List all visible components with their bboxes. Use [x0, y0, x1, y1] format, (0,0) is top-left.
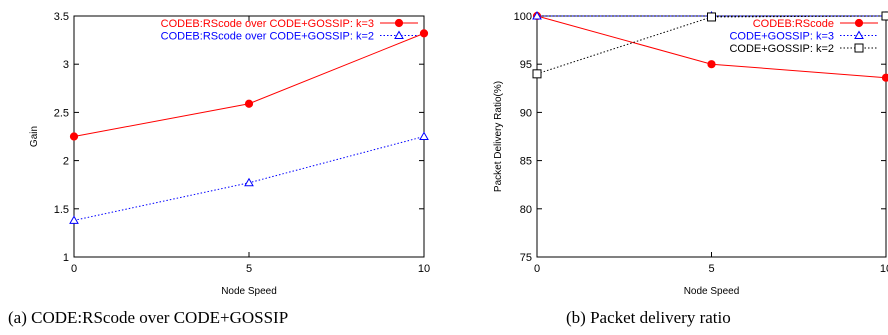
x-axis-label: Node Speed — [221, 286, 277, 297]
legend-label: CODEB:RScode over CODE+GOSSIP: k=3 — [161, 18, 374, 30]
y-tick-label: 85 — [520, 156, 532, 168]
y-tick-label: 1 — [63, 252, 69, 264]
chart-b: 75 80 85 90 95 100 0 5 10 Node Speed Packet Delive… — [493, 10, 888, 297]
legend-marker — [854, 18, 864, 28]
y-tick-label: 2 — [63, 156, 69, 168]
y-axis-label: Packet Delivery Ratio(%) — [493, 81, 504, 192]
legend-marker — [394, 18, 404, 28]
x-tick-label: 0 — [71, 263, 77, 275]
x-tick-label: 5 — [246, 263, 252, 275]
x-tick-label: 0 — [534, 263, 540, 275]
legend-marker — [854, 43, 864, 53]
y-tick-label: 80 — [520, 204, 532, 216]
legend-label: CODE+GOSSIP: k=3 — [729, 31, 834, 43]
data-point — [532, 69, 542, 79]
data-point — [532, 10, 542, 20]
data-point — [419, 131, 429, 140]
y-tick-label: 3 — [63, 59, 69, 71]
legend-label: CODEB:RScode — [753, 18, 834, 30]
legend-marker — [854, 30, 864, 39]
data-point — [244, 99, 254, 108]
caption-b: (b) Packet delivery ratio — [566, 308, 731, 327]
y-tick-label: 75 — [520, 252, 532, 264]
y-axis-label: Gain — [29, 126, 40, 147]
x-tick-label: 10 — [418, 263, 430, 275]
y-tick-label: 2.5 — [54, 107, 69, 119]
y-tick-label: 95 — [520, 59, 532, 71]
x-tick-label: 10 — [880, 263, 888, 275]
y-tick-label: 3.5 — [54, 11, 69, 23]
chart-a: 1 1.5 2 2.5 3 3.5 0 5 10 Node Speed Gain CODEB:RSco… — [29, 11, 430, 297]
legend-label: CODE+GOSSIP: k=2 — [729, 43, 834, 55]
data-point — [881, 73, 888, 82]
plot-frame — [73, 15, 425, 258]
legend-label: CODEB:RScode over CODE+GOSSIP: k=2 — [161, 31, 374, 43]
y-tick-label: 100 — [514, 11, 532, 23]
data-point — [69, 215, 79, 224]
caption-a: (a) CODE:RScode over CODE+GOSSIP — [8, 308, 289, 327]
y-tick-label: 1.5 — [54, 204, 69, 216]
data-point — [419, 29, 429, 38]
y-tick-label: 90 — [520, 107, 532, 119]
data-point — [881, 11, 888, 21]
data-point — [707, 60, 716, 69]
series-line — [73, 32, 425, 137]
data-point — [707, 12, 716, 22]
data-point — [244, 177, 254, 187]
data-point — [69, 132, 79, 141]
x-tick-label: 5 — [708, 263, 714, 275]
x-axis-label: Node Speed — [684, 286, 740, 297]
legend-marker — [394, 30, 404, 39]
